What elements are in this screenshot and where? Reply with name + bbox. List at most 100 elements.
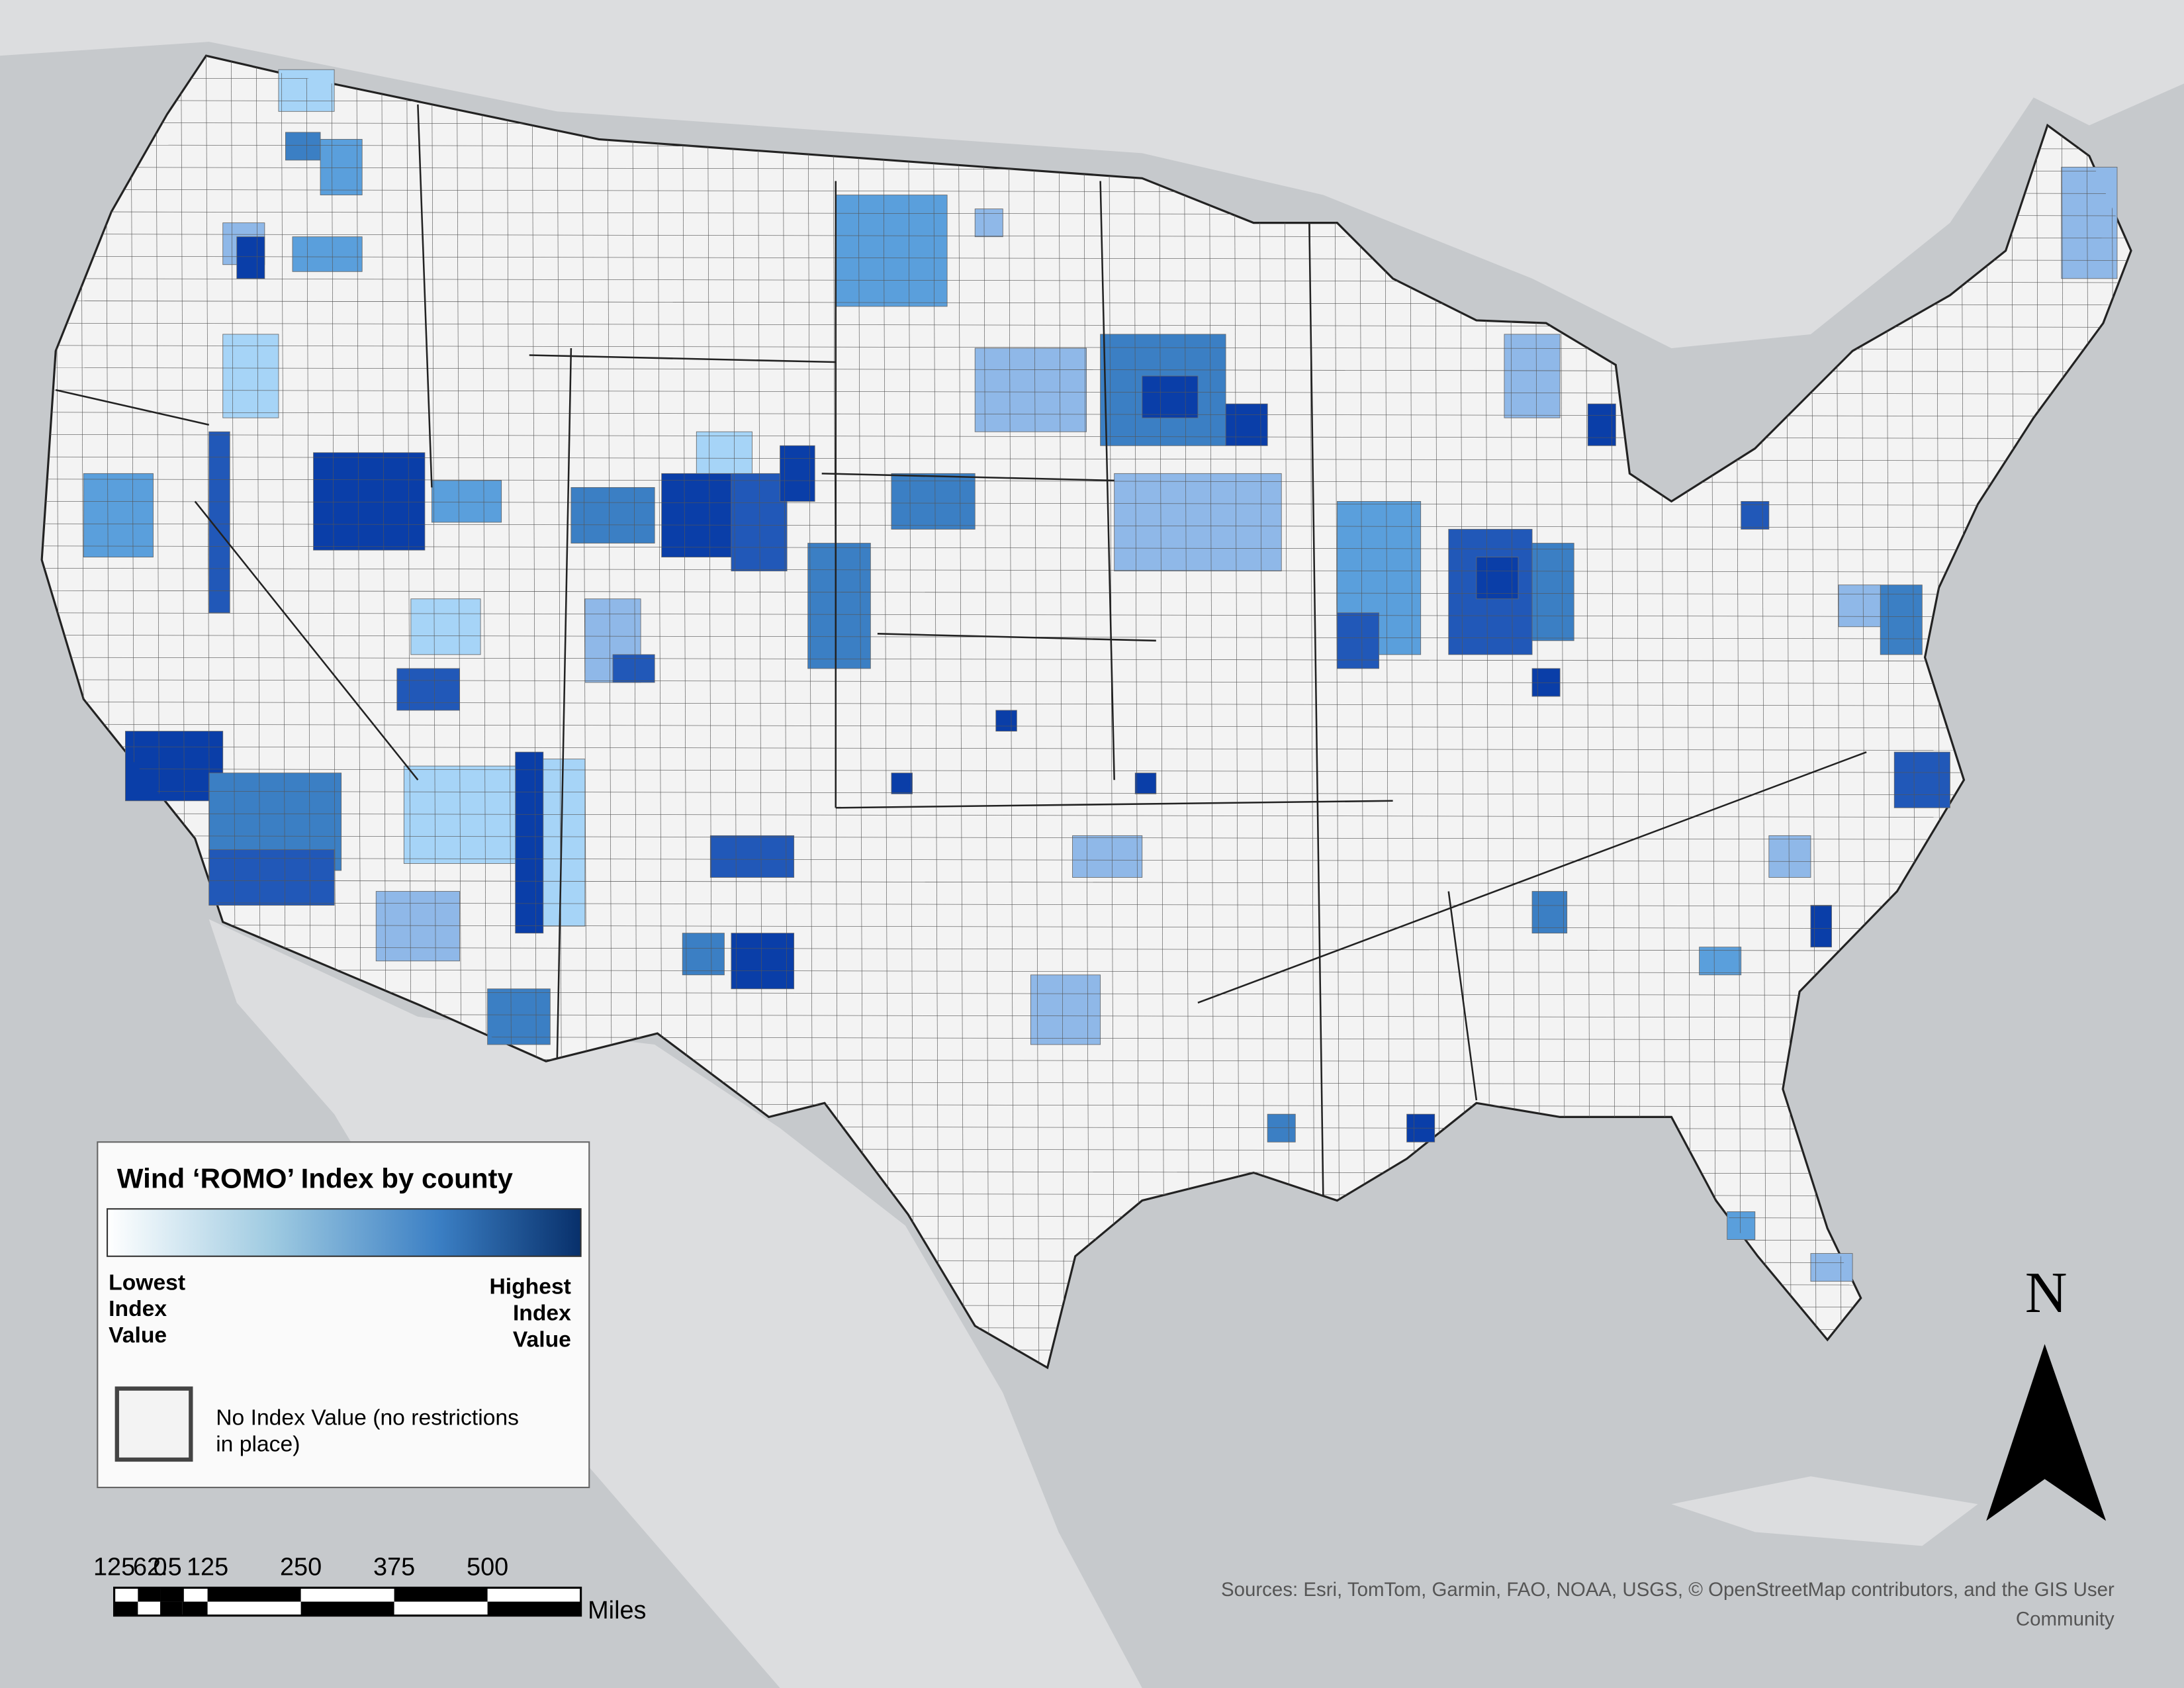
legend-low: Lowest Index Value bbox=[109, 1270, 185, 1348]
county-shade bbox=[1134, 773, 1157, 794]
county-line bbox=[42, 434, 2132, 440]
county-shade bbox=[208, 849, 335, 906]
state-line bbox=[835, 800, 1393, 809]
county-line bbox=[42, 456, 2132, 461]
sources-line: Sources: Esri, TomTom, Garmin, FAO, NOAA… bbox=[1221, 1579, 2115, 1601]
county-shade bbox=[570, 487, 655, 543]
county-line bbox=[42, 412, 2132, 417]
county-line bbox=[1284, 56, 1291, 1368]
county-line bbox=[983, 56, 989, 1368]
county-shade bbox=[124, 731, 224, 802]
county-line bbox=[42, 835, 2132, 841]
county-shade bbox=[1741, 501, 1770, 530]
north-label: N bbox=[2025, 1260, 2068, 1325]
county-line bbox=[42, 724, 2132, 729]
state-line bbox=[821, 473, 1115, 482]
county-shade bbox=[995, 710, 1017, 731]
county-line bbox=[1183, 56, 1190, 1368]
county-shade bbox=[1699, 947, 1742, 976]
county-shade bbox=[487, 988, 551, 1045]
county-line bbox=[1108, 56, 1115, 1368]
county-shade bbox=[1893, 751, 1950, 808]
county-shade bbox=[83, 473, 154, 558]
county-line bbox=[42, 702, 2132, 707]
county-line bbox=[42, 590, 2132, 595]
legend-high-line: Value bbox=[513, 1328, 571, 1352]
county-line bbox=[933, 56, 939, 1368]
county-shade bbox=[1225, 403, 1268, 446]
county-shade bbox=[1531, 891, 1568, 934]
county-line bbox=[42, 769, 2132, 774]
county-line bbox=[1133, 56, 1140, 1368]
county-line bbox=[1259, 56, 1265, 1368]
county-line bbox=[42, 947, 2132, 952]
county-shade bbox=[780, 445, 815, 502]
state-line bbox=[417, 104, 433, 488]
scale-segment bbox=[300, 1601, 394, 1616]
scale-label: 62.5 bbox=[133, 1554, 182, 1581]
county-shade bbox=[612, 654, 655, 683]
scale-segment bbox=[114, 1601, 138, 1616]
county-shade bbox=[1476, 557, 1519, 600]
county-shade bbox=[403, 765, 516, 864]
county-line bbox=[42, 545, 2132, 551]
county-shade bbox=[313, 452, 426, 551]
county-shade bbox=[709, 835, 795, 878]
scale-label: 125 bbox=[187, 1554, 228, 1581]
county-shade bbox=[292, 236, 363, 272]
county-line bbox=[42, 857, 2132, 863]
county-line bbox=[1234, 56, 1240, 1368]
legend-title: Wind ‘ROMO’ Index by county bbox=[117, 1163, 514, 1194]
county-line bbox=[42, 880, 2132, 885]
legend-low-line: Lowest bbox=[109, 1270, 185, 1295]
county-shade bbox=[1880, 585, 1923, 655]
legend-no-value-line: in place) bbox=[216, 1432, 300, 1456]
county-line bbox=[1359, 56, 1365, 1368]
state-line bbox=[556, 348, 572, 1059]
county-line bbox=[42, 501, 2132, 506]
county-line bbox=[42, 679, 2132, 684]
county-shade bbox=[731, 933, 795, 990]
state-line bbox=[877, 633, 1156, 642]
county-shade bbox=[1810, 905, 1832, 948]
legend-high-line: Index bbox=[513, 1301, 571, 1326]
north-arrow bbox=[1986, 1344, 2107, 1521]
legend-high-line: Highest bbox=[489, 1275, 570, 1299]
scale-segment bbox=[207, 1587, 301, 1602]
county-shade bbox=[807, 543, 871, 669]
county-shade bbox=[1768, 835, 1811, 878]
county-shade bbox=[1030, 974, 1101, 1045]
legend-no-value-swatch bbox=[114, 1386, 193, 1462]
county-shade bbox=[696, 431, 752, 474]
county-shade bbox=[396, 668, 460, 711]
scale-unit: Miles bbox=[588, 1597, 646, 1624]
county-shade bbox=[410, 598, 481, 655]
scale-label: 375 bbox=[373, 1554, 415, 1581]
county-line bbox=[42, 969, 2132, 974]
county-shade bbox=[974, 209, 1003, 238]
county-line bbox=[1058, 56, 1065, 1368]
state-line bbox=[55, 389, 209, 426]
legend-low-line: Index bbox=[109, 1297, 167, 1321]
state-line bbox=[1197, 751, 1867, 1004]
county-shade bbox=[974, 348, 1087, 432]
scale-segment bbox=[138, 1587, 161, 1602]
cuba bbox=[1671, 1476, 1978, 1546]
county-line bbox=[42, 902, 2132, 907]
county-shade bbox=[375, 891, 460, 962]
county-line bbox=[42, 568, 2132, 573]
county-line bbox=[1008, 56, 1015, 1368]
scale-label: 125 bbox=[93, 1554, 135, 1581]
scale-segment bbox=[160, 1601, 183, 1616]
county-line bbox=[1334, 56, 1340, 1368]
canada bbox=[0, 0, 2184, 348]
state-line bbox=[1447, 891, 1478, 1101]
county-shade bbox=[1727, 1211, 1756, 1240]
county-shade bbox=[1810, 1253, 1853, 1282]
scale-label: 250 bbox=[280, 1554, 322, 1581]
county-line bbox=[1158, 56, 1165, 1368]
scale-segment bbox=[160, 1587, 184, 1602]
county-shade bbox=[222, 334, 279, 418]
